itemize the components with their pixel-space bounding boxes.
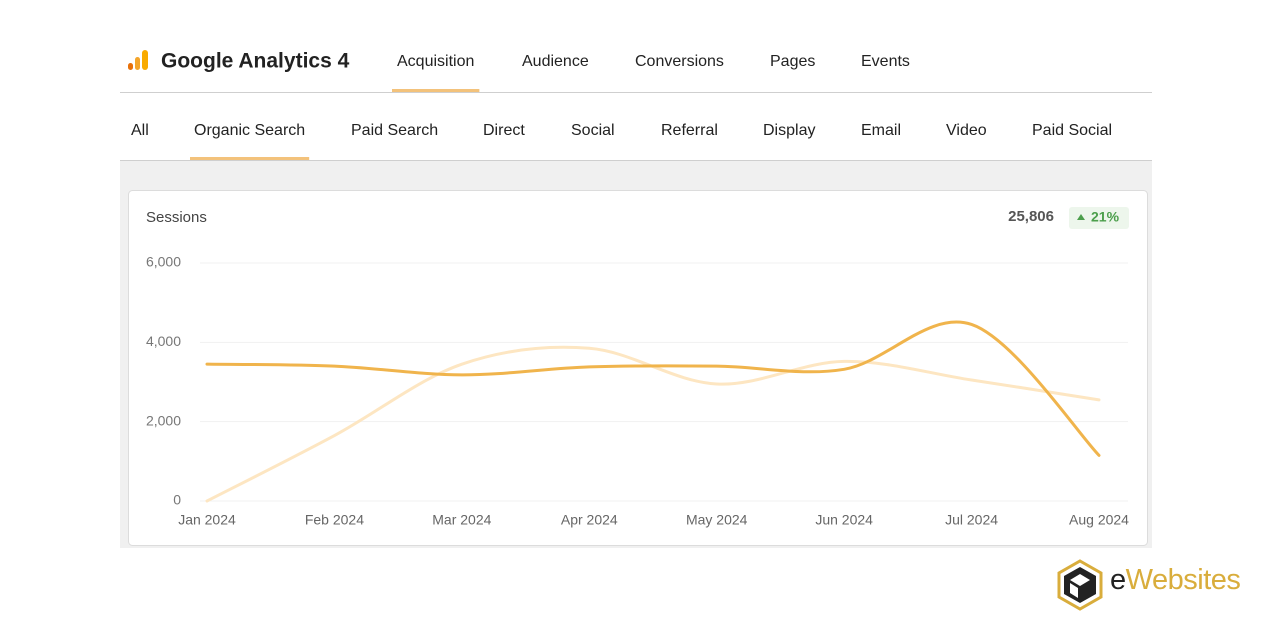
x-tick-label: May 2024	[686, 512, 748, 528]
x-tick-label: Jan 2024	[178, 512, 236, 528]
channel-tab[interactable]: Display	[763, 122, 815, 139]
cube-face	[1070, 583, 1078, 598]
active-tab-indicator	[392, 89, 480, 92]
up-arrow	[1077, 214, 1085, 220]
logo-bar	[135, 57, 140, 70]
brand-icon	[1057, 559, 1103, 611]
y-tick-label: 2,000	[146, 412, 181, 428]
active-tab-indicator	[190, 157, 310, 160]
chart-title: Sessions	[146, 209, 207, 226]
total-value: 25,806	[1008, 208, 1054, 225]
channel-tab[interactable]: Referral	[661, 122, 718, 139]
channel-tab[interactable]: Paid Search	[351, 122, 438, 139]
logo-bar	[142, 50, 148, 70]
chart-card	[128, 190, 1148, 546]
nav-tab[interactable]: Acquisition	[397, 53, 474, 70]
channel-tab[interactable]: Organic Search	[194, 122, 305, 139]
y-tick-label: 0	[173, 492, 181, 508]
change-badge	[1069, 207, 1129, 229]
hexagon	[1057, 559, 1103, 611]
channel-tab[interactable]: Direct	[483, 122, 525, 139]
nav-tab[interactable]: Conversions	[635, 53, 724, 70]
y-tick-label: 6,000	[146, 254, 181, 270]
channel-tab[interactable]: Paid Social	[1032, 122, 1112, 139]
nav-tab[interactable]: Audience	[522, 53, 589, 70]
x-tick-label: Apr 2024	[561, 512, 618, 528]
x-tick-label: Jul 2024	[945, 512, 998, 528]
brand-name: eWebsites	[1110, 564, 1241, 596]
change-value: 21%	[1091, 209, 1120, 225]
x-tick-label: Aug 2024	[1069, 512, 1129, 528]
series-line	[205, 320, 1101, 457]
nav-tab[interactable]: Events	[861, 53, 910, 70]
channel-tab[interactable]: Social	[571, 122, 615, 139]
logo-bar	[128, 63, 133, 70]
channel-tab[interactable]: All	[131, 122, 149, 139]
nav-tab[interactable]: Pages	[770, 53, 815, 70]
y-tick-label: 4,000	[146, 333, 181, 349]
cube-face	[1070, 574, 1090, 586]
x-tick-label: Feb 2024	[305, 512, 364, 528]
channel-tab[interactable]: Video	[946, 122, 987, 139]
app-title: Google Analytics 4	[161, 50, 350, 73]
x-tick-label: Mar 2024	[432, 512, 491, 528]
x-tick-label: Jun 2024	[815, 512, 873, 528]
channel-tab[interactable]: Email	[861, 122, 901, 139]
ga-logo-icon	[128, 50, 148, 70]
